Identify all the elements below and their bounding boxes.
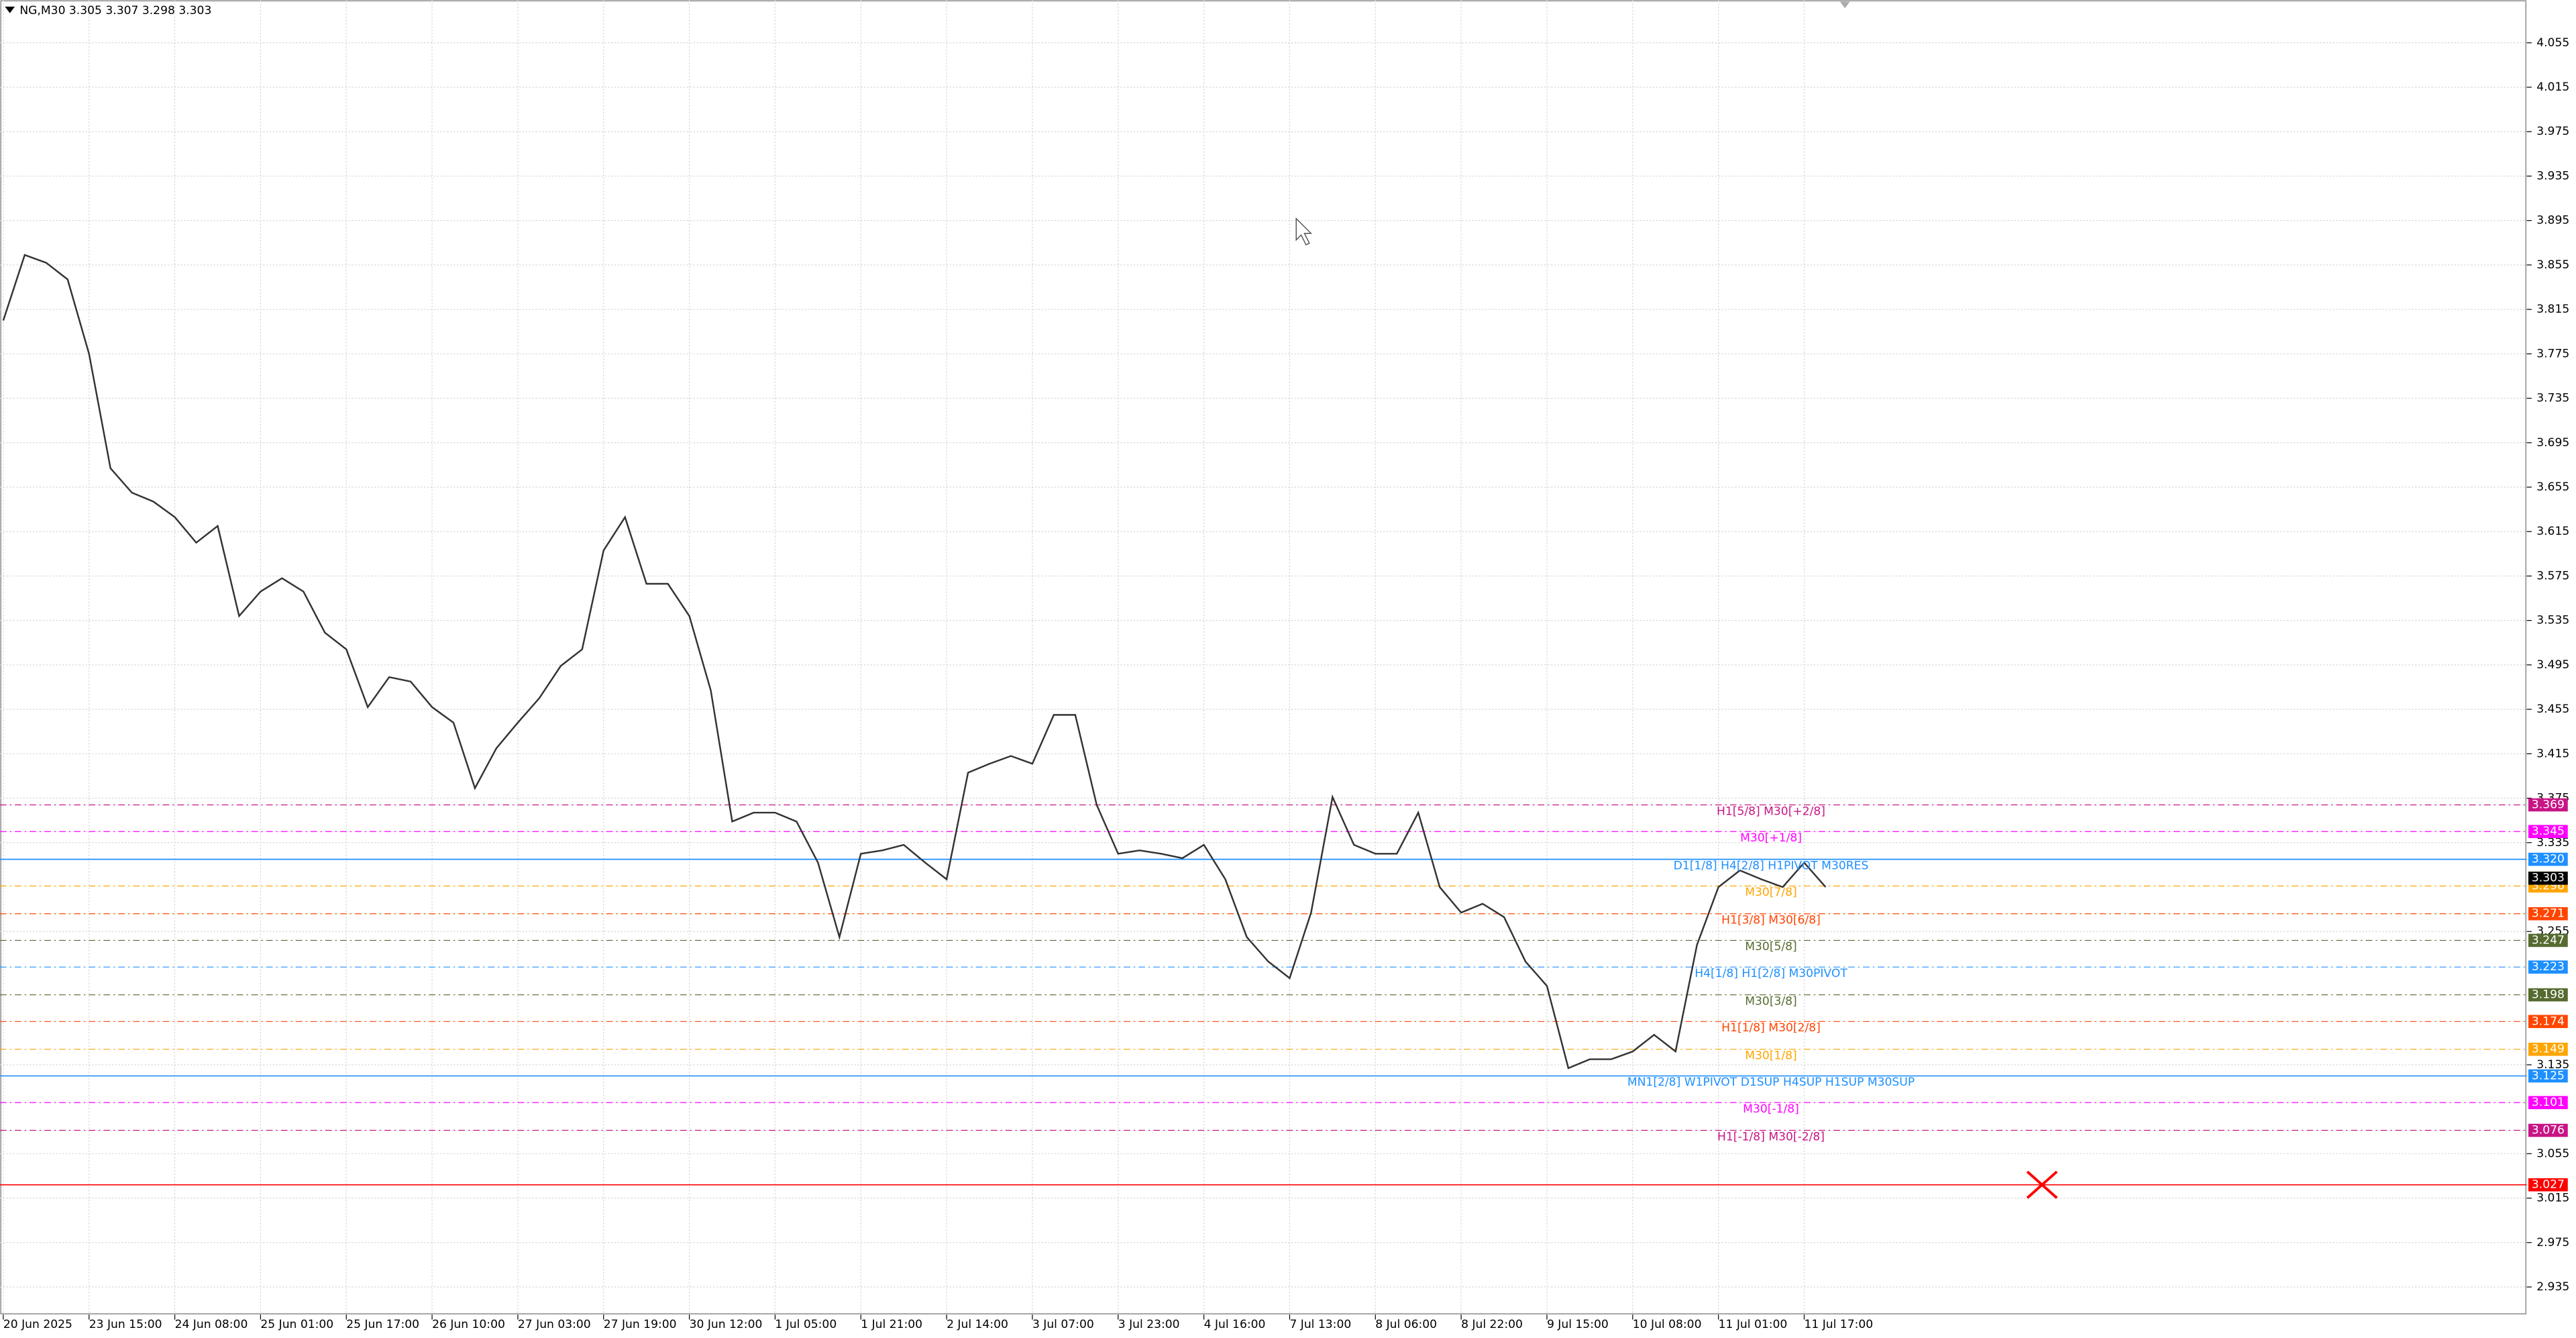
x-tick-label: 11 Jul 17:00 [1804, 1318, 1873, 1331]
x-tick-label: 3 Jul 23:00 [1118, 1318, 1180, 1331]
labels: 4.055 4.015 3.975 3.935 3.895 3.855 3.815 3.775… [3, 36, 2569, 1331]
price-tag [2528, 1069, 2568, 1083]
y-tick-label: 3.335 [2536, 836, 2569, 850]
level-label: M30[+1/8] [1740, 831, 1802, 845]
x-tick-label: 4 Jul 16:00 [1204, 1318, 1266, 1331]
y-tick-label: 3.415 [2536, 747, 2569, 760]
y-tick-label: 3.135 [2536, 1058, 2569, 1072]
plot-frame [0, 0, 2527, 1315]
price-tag [2528, 907, 2568, 921]
x-tick-label: 7 Jul 13:00 [1289, 1318, 1351, 1331]
price-tag-label: 3.345 [2532, 825, 2565, 838]
current-price-tag [2528, 871, 2568, 885]
x-marker [2026, 1170, 2058, 1199]
price-tag [2528, 1123, 2568, 1137]
x-tick-label: 24 Jun 08:00 [175, 1318, 248, 1331]
price-tag-label: 3.271 [2532, 907, 2565, 921]
price-series [2, 254, 1827, 1070]
level-label: M30[3/8] [1745, 994, 1797, 1008]
y-tick-label: 3.015 [2536, 1192, 2569, 1205]
y-tick-label: 3.615 [2536, 525, 2569, 538]
x-tick-label: 30 Jun 12:00 [690, 1318, 763, 1331]
level-label: H1[1/8] M30[2/8] [1721, 1021, 1821, 1035]
price-tag-label: 3.076 [2532, 1124, 2565, 1137]
price-tag [2528, 1042, 2568, 1056]
y-tick-label: 3.455 [2536, 703, 2569, 716]
x-tick-label: 10 Jul 08:00 [1633, 1318, 1702, 1331]
price-tag-label: 3.174 [2532, 1015, 2565, 1028]
y-tick-label: 4.015 [2536, 81, 2569, 94]
level-label: M30[1/8] [1745, 1049, 1797, 1062]
y-tick-label: 3.535 [2536, 614, 2569, 627]
x-tick-label: 23 Jun 15:00 [89, 1318, 162, 1331]
x-tick-label: 1 Jul 05:00 [775, 1318, 837, 1331]
x-tick-label: 8 Jul 06:00 [1375, 1318, 1437, 1331]
y-tick-label: 3.575 [2536, 569, 2569, 582]
x-tick-label: 11 Jul 01:00 [1719, 1318, 1788, 1331]
level-label: H1[3/8] M30[6/8] [1721, 914, 1821, 927]
level-label: H4[1/8] H1[2/8] M30PIVOT [1695, 967, 1847, 980]
y-tick-label: 3.895 [2536, 214, 2569, 227]
y-tick-label: 3.735 [2536, 392, 2569, 405]
y-tick-label: 3.775 [2536, 347, 2569, 360]
y-tick-label: 3.855 [2536, 258, 2569, 272]
x-tick-label: 20 Jun 2025 [3, 1318, 72, 1331]
price-tag [2528, 798, 2568, 812]
level-label: MN1[2/8] W1PIVOT D1SUP H4SUP H1SUP M30SU… [1627, 1076, 1915, 1089]
price-tag-label: 3.027 [2532, 1178, 2565, 1192]
y-tick-label: 3.975 [2536, 125, 2569, 138]
y-tick-label: 3.935 [2536, 169, 2569, 183]
grid [0, 0, 2532, 1320]
x-tick-label: 1 Jul 21:00 [861, 1318, 922, 1331]
price-tag-label: 3.198 [2532, 988, 2565, 1002]
level-label: M30[-1/8] [1743, 1102, 1799, 1116]
price-tag-label: 3.149 [2532, 1043, 2565, 1056]
price-tag [2528, 1178, 2568, 1192]
y-tick-label: 4.055 [2536, 36, 2569, 50]
level-label: M30[5/8] [1745, 940, 1797, 954]
price-tag-label: 3.247 [2532, 933, 2565, 947]
y-tick-label: 2.935 [2536, 1280, 2569, 1294]
price-tag-label: 3.223 [2532, 960, 2565, 974]
level-label: H1[5/8] M30[+2/8] [1717, 805, 1825, 818]
price-tag-label: 3.369 [2532, 798, 2565, 811]
y-tick-label: 3.655 [2536, 480, 2569, 494]
y-tick-label: 2.975 [2536, 1236, 2569, 1249]
x-tick-label: 3 Jul 07:00 [1032, 1318, 1094, 1331]
x-tick-label: 8 Jul 22:00 [1461, 1318, 1523, 1331]
y-tick-label: 3.815 [2536, 303, 2569, 316]
price-tag-label: 3.101 [2532, 1096, 2565, 1109]
price-tag [2528, 1015, 2568, 1029]
price-tag-label: 3.125 [2532, 1069, 2565, 1082]
menu-arrow[interactable] [5, 6, 15, 13]
price-tag [2528, 852, 2568, 866]
price-tag [2528, 1096, 2568, 1109]
price-tag [2528, 988, 2568, 1002]
x-tick-label: 27 Jun 03:00 [518, 1318, 591, 1331]
price-tag [2528, 933, 2568, 947]
y-tick-label: 3.695 [2536, 436, 2569, 450]
x-tick-label: 9 Jul 15:00 [1547, 1318, 1609, 1331]
x-tick-label: 26 Jun 10:00 [432, 1318, 505, 1331]
x-tick-label: 25 Jun 01:00 [260, 1318, 333, 1331]
mouse-cursor [1295, 217, 1313, 246]
x-tick-label: 27 Jun 19:00 [604, 1318, 677, 1331]
level-label: M30[7/8] [1745, 886, 1797, 899]
x-tick-label: 2 Jul 14:00 [947, 1318, 1008, 1331]
shift-marker[interactable] [1839, 1, 1850, 9]
level-label: H1[-1/8] M30[-2/8] [1717, 1130, 1825, 1143]
price-tag [2528, 960, 2568, 974]
price-tag-label: 3.320 [2532, 853, 2565, 866]
chart-title: NG,M30 3.305 3.307 3.298 3.303 [19, 4, 211, 17]
price-tag [2528, 825, 2568, 838]
y-tick-label: 3.055 [2536, 1147, 2569, 1160]
current-price-label: 3.303 [2532, 872, 2565, 885]
price-line [2, 254, 1827, 1070]
y-tick-label: 3.495 [2536, 658, 2569, 672]
levels [0, 804, 2527, 1186]
level-label: D1[1/8] H4[2/8] H1PIVOT M30RES [1674, 859, 1869, 872]
x-tick-label: 25 Jun 17:00 [346, 1318, 419, 1331]
